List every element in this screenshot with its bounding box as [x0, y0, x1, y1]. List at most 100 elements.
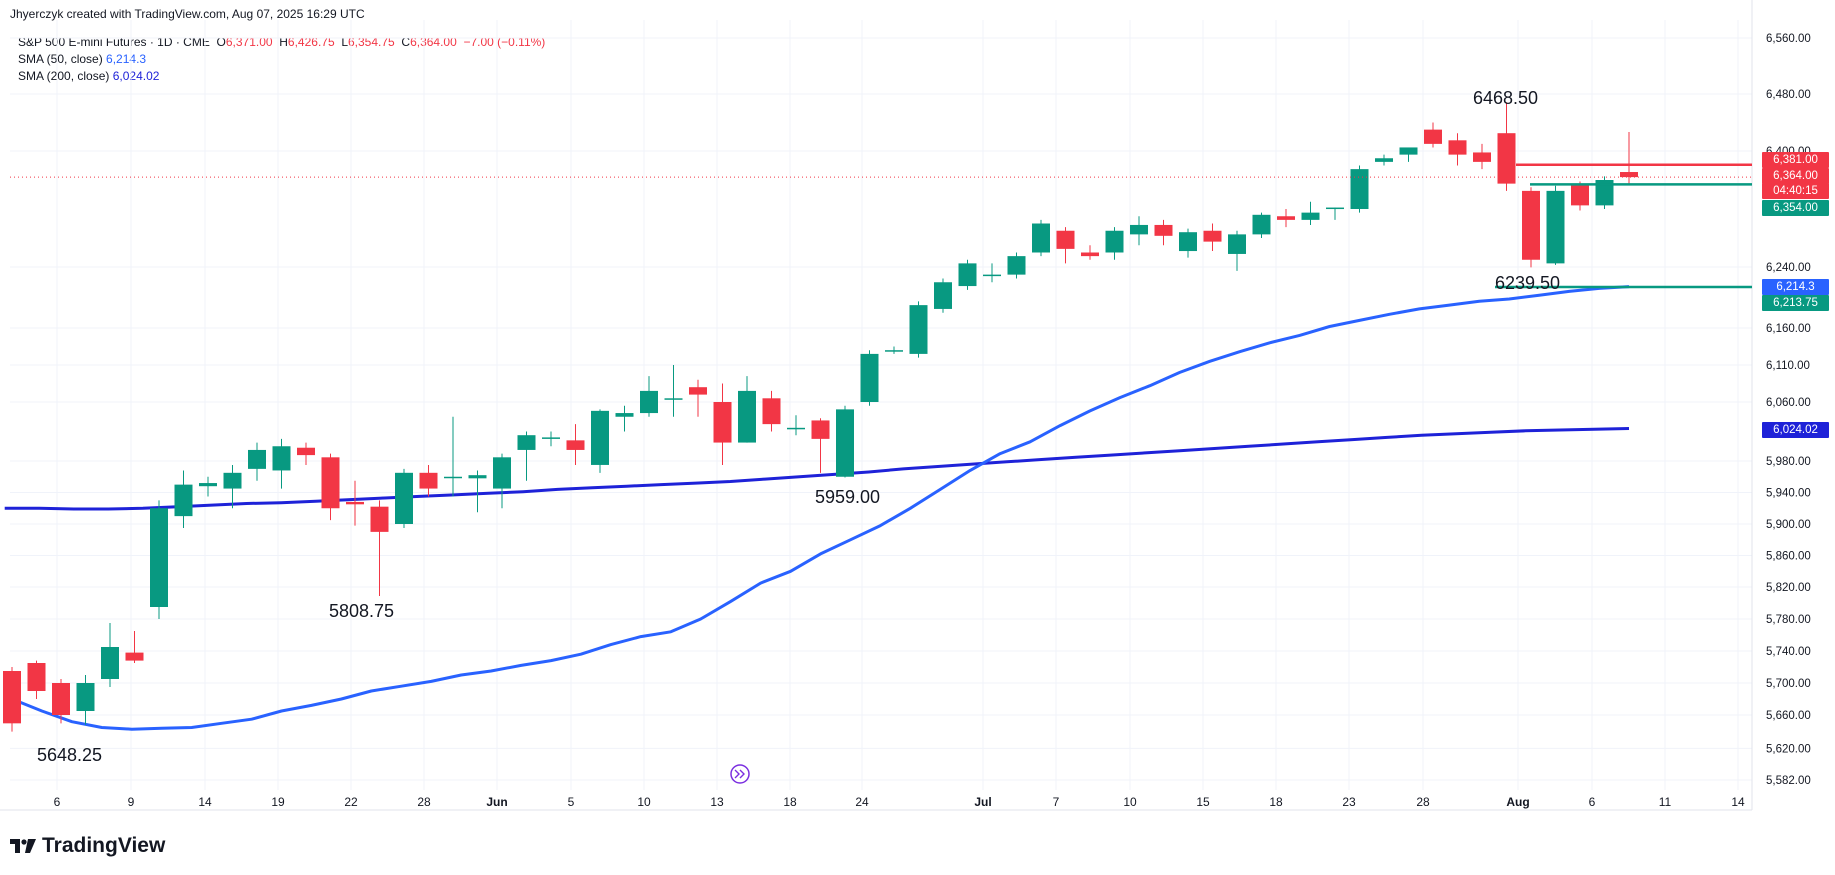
candle — [370, 500, 389, 596]
candle — [1032, 219, 1050, 257]
candle — [199, 476, 217, 497]
price-tag-countdown: 04:40:15 — [1762, 183, 1829, 199]
candle — [934, 278, 952, 313]
candle-body — [762, 398, 781, 425]
candle — [468, 470, 487, 513]
candle-body — [983, 274, 1001, 277]
annotation-low-jun20: 5959.00 — [815, 487, 880, 507]
candle — [297, 442, 315, 465]
price-tick-label: 5,700.00 — [1766, 678, 1811, 690]
sma50-label: SMA (50, close) — [18, 52, 103, 66]
candle — [542, 431, 560, 447]
candle — [762, 390, 781, 432]
candle-body — [664, 398, 683, 400]
high-label: H — [279, 35, 288, 49]
candle — [174, 470, 193, 528]
candle-body — [1179, 232, 1197, 252]
candle — [591, 409, 609, 473]
price-tick-label: 6,160.00 — [1766, 323, 1811, 335]
tradingview-logo-icon — [10, 839, 36, 853]
price-tick-label: 5,780.00 — [1766, 614, 1811, 626]
candle-body — [1056, 230, 1075, 249]
candle-body — [174, 484, 193, 517]
time-tick-label: 28 — [417, 795, 431, 809]
candle — [983, 263, 1001, 283]
time-tick-label: 10 — [1123, 795, 1137, 809]
candle — [1424, 122, 1442, 148]
candle — [444, 416, 462, 497]
candle-body — [125, 652, 144, 661]
candle-body — [1081, 252, 1099, 257]
tradingview-logo-text: TradingView — [42, 834, 166, 857]
candle — [909, 301, 928, 358]
candle — [76, 675, 95, 725]
candle-body — [1326, 207, 1344, 210]
candle-body — [3, 671, 21, 724]
tradingview-logo[interactable]: TradingView — [10, 834, 165, 858]
price-tick-label: 6,240.00 — [1766, 262, 1811, 274]
price-tag-sma200: 6,024.02 — [1762, 422, 1829, 438]
candle-body — [1571, 183, 1589, 206]
candle-body — [909, 305, 928, 354]
price-chart[interactable]: 6468.50 6239.50 5959.00 5808.75 5648.25 … — [0, 0, 1835, 830]
candle — [52, 679, 70, 724]
close-label: C — [401, 35, 411, 49]
candle — [517, 431, 536, 481]
price-tick-label: 5,620.00 — [1766, 743, 1811, 755]
candle — [101, 623, 119, 687]
time-tick-label: 5 — [568, 795, 575, 809]
candle — [1154, 219, 1173, 246]
candle-body — [321, 457, 340, 509]
time-tick-label: 11 — [1659, 795, 1672, 809]
candle-body — [199, 483, 217, 487]
go-to-realtime-button[interactable] — [730, 764, 750, 784]
price-tick-label: 5,860.00 — [1766, 551, 1811, 563]
candle — [1277, 209, 1295, 228]
price-tick-label: 5,582.00 — [1766, 775, 1811, 787]
time-tick-label: 19 — [271, 795, 285, 809]
candle-body — [76, 683, 95, 711]
time-tick-label: 18 — [1269, 795, 1283, 809]
price-tick-label: 5,940.00 — [1766, 488, 1811, 500]
candle — [1252, 212, 1271, 238]
candle-body — [787, 427, 805, 430]
candle — [1448, 133, 1467, 166]
candle — [272, 438, 291, 489]
price-tick-label: 6,480.00 — [1766, 89, 1811, 101]
time-tick-label: 24 — [855, 795, 869, 809]
candle-body — [640, 390, 658, 414]
annotations: 6468.50 6239.50 5959.00 5808.75 5648.25 — [37, 88, 1560, 765]
candle-body — [1350, 169, 1369, 209]
candle-body — [223, 472, 242, 489]
time-tick-label: 10 — [637, 795, 651, 809]
candle-body — [689, 387, 707, 395]
candle-body — [1277, 216, 1295, 220]
price-tick-label: 6,560.00 — [1766, 33, 1811, 45]
candle — [1620, 131, 1638, 184]
price-tick-label: 6,060.00 — [1766, 397, 1811, 409]
time-tick-label: 23 — [1342, 795, 1356, 809]
candle-body — [1620, 172, 1638, 178]
candle — [248, 442, 266, 481]
price-tag-last: 6,364.00 — [1762, 168, 1829, 184]
legend-sma200-row[interactable]: SMA (200, close) 6,024.02 — [18, 68, 545, 85]
candle-body — [958, 263, 977, 287]
candle-body — [1032, 223, 1050, 253]
candle — [689, 379, 707, 417]
candle-body — [493, 457, 511, 489]
sma50-value: 6,214.3 — [106, 52, 147, 66]
candle-body — [1130, 224, 1148, 235]
annotation-high: 6468.50 — [1473, 88, 1538, 108]
legend-sma50-row[interactable]: SMA (50, close) 6,214.3 — [18, 51, 545, 68]
candle-body — [297, 447, 315, 456]
time-tick-label: 13 — [710, 795, 724, 809]
time-tick-label: 18 — [783, 795, 797, 809]
time-tick-label: Aug — [1506, 795, 1529, 809]
low-label: L — [341, 35, 348, 49]
candle-body — [860, 353, 879, 402]
candle — [395, 468, 413, 528]
time-tick-label: 14 — [1731, 795, 1745, 809]
candle-body — [517, 435, 536, 450]
candle-body — [1546, 190, 1565, 264]
candle — [1203, 223, 1222, 252]
